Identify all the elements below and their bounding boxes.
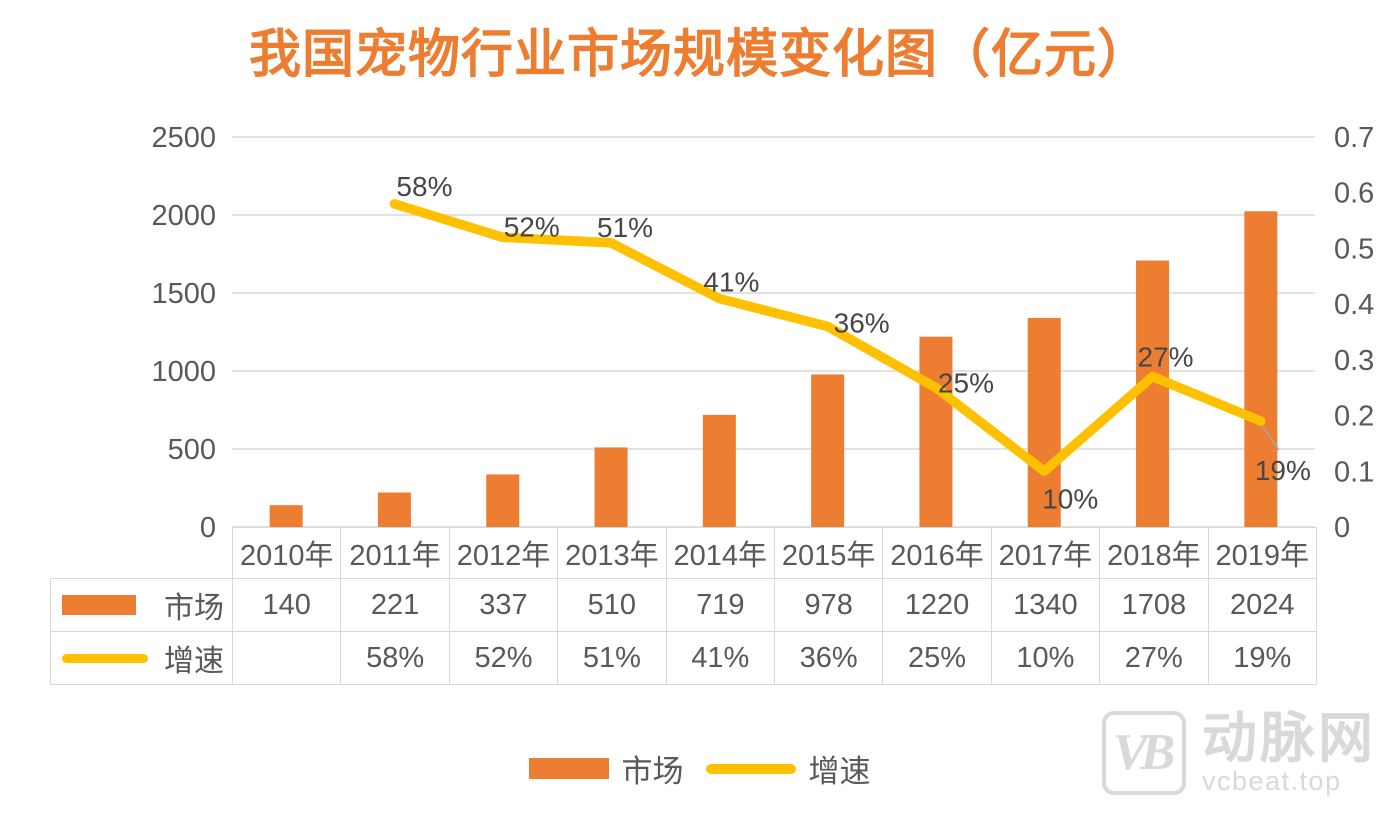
growth-point-label: 51% [597,212,653,243]
right-axis-tick: 0.2 [1334,401,1374,433]
chart-title: 我国宠物行业市场规模变化图（亿元） [248,27,1150,84]
right-axis-tick: 0 [1334,512,1350,544]
data-table: 2010年 2011年 2012年 2013年 2014年 2015年 2016年 2017年… [50,527,1317,685]
growth-row-label-cell: 增速 [50,631,233,685]
growth-point-label: 25% [938,368,994,399]
growth-value-cell: 27% [1099,631,1209,685]
legend-market-label: 市场 [621,754,684,789]
legend-market-swatch [528,758,609,779]
market-bar [919,336,953,527]
watermark-text: 动脉网 vcbeat.top [1202,711,1376,795]
growth-point-label: 10% [1042,483,1098,514]
row-label: 增速 [164,645,224,678]
growth-value-cell: 51% [557,631,667,685]
market-bar [377,492,411,527]
market-value-cell: 1708 [1099,578,1209,632]
left-axis-tick: 2000 [151,200,216,232]
year-header-cell: 2012年 [448,527,559,579]
right-axis-tick: 0.3 [1334,345,1374,377]
growth-point-label: 41% [703,267,759,298]
growth-line-swatch-icon [62,653,148,663]
market-value-cell: 510 [557,578,667,632]
right-axis-tick: 0.1 [1334,456,1374,488]
market-bar [269,505,303,527]
year-header-cell: 2010年 [231,527,342,579]
label-leader-line [1261,424,1280,451]
vb-logo: VB [1102,711,1186,795]
market-value-cell: 1340 [990,578,1101,632]
growth-value-cell: 10% [990,631,1101,685]
market-value-cell: 1220 [882,578,992,632]
growth-point-label: 52% [504,211,560,242]
market-value-cell: 719 [665,578,775,632]
growth-value-cell [231,631,342,685]
growth-point-label: 19% [1255,455,1311,486]
table-corner-cell [51,528,233,579]
left-axis-tick: 0 [200,512,216,544]
year-header-cell: 2015年 [773,527,884,579]
right-axis-tick: 0.7 [1334,122,1374,154]
market-bar [1136,260,1170,527]
vb-logo-text: VB [1112,724,1175,781]
market-bar [486,474,520,527]
market-bar [1027,317,1061,527]
right-axis-tick: 0.5 [1334,233,1374,265]
growth-value-cell: 52% [448,631,559,685]
growth-point-label: 27% [1138,342,1194,373]
market-bar [811,374,845,527]
right-axis-tick: 0.4 [1334,289,1374,321]
year-header-cell: 2011年 [340,527,450,579]
year-header-cell: 2016年 [882,527,992,579]
left-axis-tick: 1000 [151,356,216,388]
watermark: VB 动脉网 vcbeat.top [1102,711,1376,795]
left-axis-tick: 2500 [151,122,216,154]
growth-point-label: 58% [396,171,452,202]
legend-growth-swatch [705,763,796,774]
right-axis-tick: 0.6 [1334,178,1374,210]
watermark-brand: 动脉网 [1202,707,1377,769]
growth-point-label: 36% [834,307,890,338]
legend-growth-label: 增速 [808,754,871,789]
left-axis-tick: 500 [168,434,216,466]
legend: 市场 增速 [0,746,1399,791]
market-swatch-icon [62,595,136,615]
market-bar [594,447,628,527]
growth-value-cell: 41% [665,631,775,685]
year-header-cell: 2018年 [1099,527,1209,579]
growth-value-cell: 36% [773,631,884,685]
growth-value-cell: 19% [1207,631,1317,685]
growth-value-cell: 58% [340,631,450,685]
growth-value-cell: 25% [882,631,992,685]
year-header-cell: 2019年 [1207,527,1317,579]
market-value-cell: 221 [340,578,450,632]
market-bar [1244,211,1278,528]
market-value-cell: 140 [231,578,342,632]
market-value-cell: 2024 [1207,578,1317,632]
market-bar [702,414,736,527]
row-label: 市场 [164,592,224,625]
market-row-label-cell: 市场 [50,578,233,632]
year-header-cell: 2014年 [665,527,775,579]
market-value-cell: 337 [448,578,559,632]
growth-line [389,199,1266,477]
year-header-cell: 2013年 [557,527,667,579]
watermark-site: vcbeat.top [1202,766,1342,796]
market-value-cell: 978 [773,578,884,632]
year-header-cell: 2017年 [990,527,1101,579]
left-axis-tick: 1500 [151,278,216,310]
